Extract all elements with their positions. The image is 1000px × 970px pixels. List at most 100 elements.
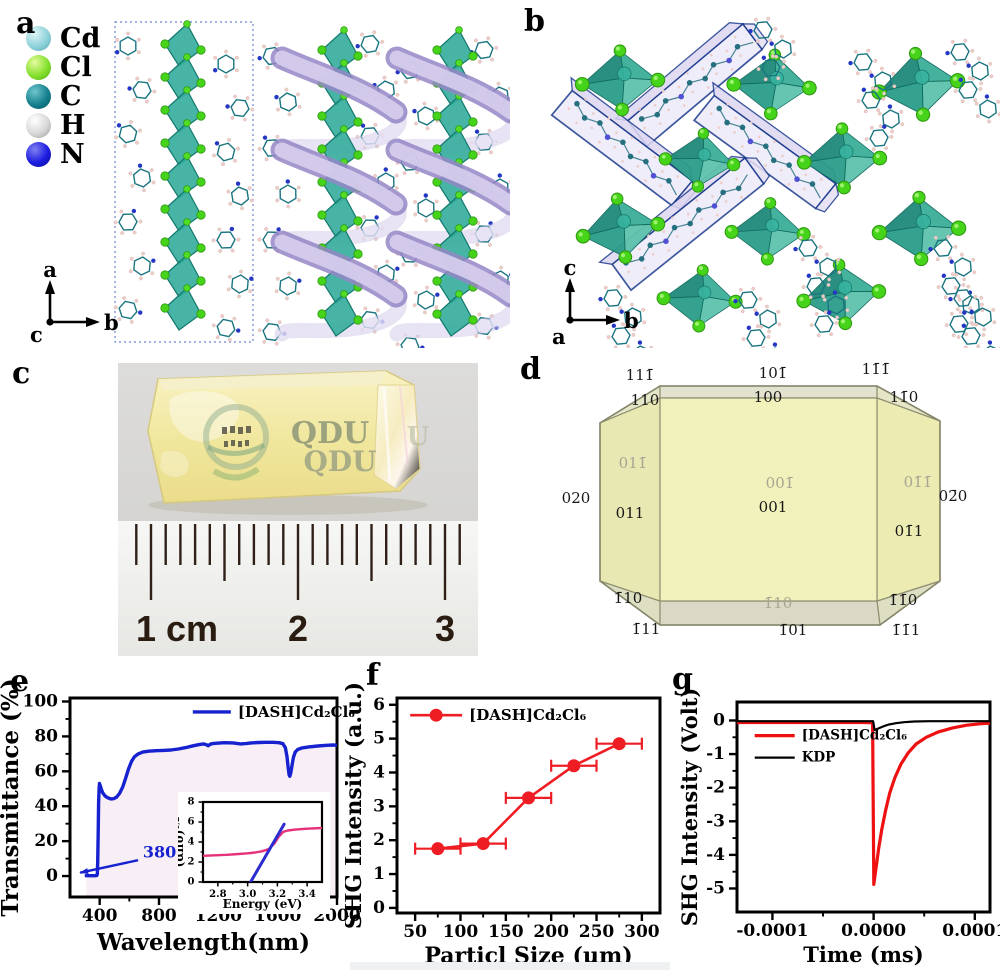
- crystal-photo: QDU QDU U 1 cm 2 3: [118, 363, 478, 656]
- svg-text:100: 100: [443, 922, 479, 942]
- watermark-qdu-2: QDU: [303, 445, 376, 478]
- panel-c-photo: QDU QDU U 1 cm 2 3: [0, 348, 510, 663]
- svg-text:2: 2: [188, 857, 195, 868]
- svg-text:0.0000: 0.0000: [841, 921, 906, 941]
- page-edge-strip: [350, 962, 670, 970]
- ruler-label-3: 3: [435, 608, 455, 649]
- svg-text:2: 2: [373, 830, 385, 850]
- crystal-outline: [599, 385, 941, 626]
- svg-text:300: 300: [624, 922, 660, 942]
- legend-label-n: N: [60, 139, 85, 170]
- svg-text:SHG Intensity (a.u.): SHG Intensity (a.u.): [345, 682, 367, 929]
- svg-text:4: 4: [188, 837, 195, 848]
- crystal-photo-image: QDU QDU U 1 cm 2 3: [118, 363, 478, 656]
- svg-text:5: 5: [373, 729, 385, 749]
- h-atom-icon: [26, 113, 51, 138]
- svg-text:3.0: 3.0: [239, 889, 256, 900]
- svg-text:SHG Intensity (Volt): SHG Intensity (Volt): [677, 688, 702, 927]
- axis-right-label: b: [104, 310, 118, 335]
- miller-index: 001̄: [765, 474, 795, 492]
- ruler-ticks: [135, 524, 461, 600]
- miller-index: 11̄1̄: [861, 360, 891, 378]
- legend-item-c: C: [26, 81, 100, 112]
- miller-index: 101̄: [758, 364, 788, 382]
- miller-index: 1̄11: [631, 620, 661, 638]
- svg-text:-0.0001: -0.0001: [736, 921, 808, 941]
- axis-triad-b: c b a: [552, 258, 638, 348]
- svg-text:0: 0: [46, 866, 58, 886]
- panel-label-g: g: [672, 662, 693, 697]
- svg-text:-4: -4: [706, 845, 725, 865]
- crystal-top-facet: [158, 371, 386, 390]
- svg-text:4: 4: [373, 762, 385, 782]
- svg-text:1: 1: [373, 864, 385, 884]
- svg-text:Time (ms): Time (ms): [803, 942, 923, 967]
- axis-up-label: a: [43, 262, 57, 282]
- panel-label-d: d: [520, 352, 541, 387]
- panel-label-c: c: [12, 356, 31, 391]
- svg-text:3.4: 3.4: [298, 889, 315, 900]
- legend-label-cl: Cl: [60, 52, 92, 83]
- legend-label-cd: Cd: [60, 23, 101, 54]
- miller-index: 01̄1̄: [903, 473, 933, 491]
- axis-origin-label: a: [552, 324, 566, 348]
- svg-text:8: 8: [188, 797, 195, 808]
- legend-label-c: C: [60, 81, 82, 112]
- svg-text:[DASH]Cd₂Cl₆: [DASH]Cd₂Cl₆: [469, 706, 586, 724]
- miller-index: 1̄1̄0: [888, 591, 918, 609]
- axis-up-label: c: [564, 258, 577, 280]
- miller-index: 011: [615, 504, 645, 522]
- svg-text:-5: -5: [706, 878, 725, 898]
- miller-index: 11̄0: [889, 388, 919, 406]
- miller-index: 1̄10: [613, 589, 643, 607]
- svg-text:0: 0: [188, 877, 195, 888]
- panel-label-a: a: [16, 6, 36, 41]
- logo-characters: [222, 426, 251, 447]
- miller-index: 1̄01: [778, 621, 808, 639]
- right-arrow-icon: [606, 315, 620, 325]
- right-arrow-icon: [86, 317, 100, 327]
- up-arrow-icon: [45, 280, 55, 294]
- svg-text:200: 200: [533, 922, 569, 942]
- svg-text:-2: -2: [706, 778, 725, 798]
- crystal-structure-packing-view: [550, 16, 1000, 348]
- miller-index: 110: [630, 391, 660, 409]
- svg-text:60: 60: [34, 761, 58, 781]
- svg-text:80: 80: [34, 726, 58, 746]
- tauc-plot-inset: 2.8 3.0 3.2 3.4 0 2 4 6 8 Energy (eV) (αhυ)1/2: [172, 792, 330, 914]
- svg-text:3.2: 3.2: [269, 889, 286, 900]
- crystal-morphology-drawing: [599, 384, 941, 627]
- watermark-qdu-1: QDU: [291, 416, 369, 451]
- svg-text:0.0001: 0.0001: [942, 921, 1000, 941]
- svg-text:800: 800: [141, 906, 177, 926]
- miller-index: 020: [561, 489, 591, 507]
- panel-label-f: f: [366, 658, 379, 693]
- svg-text:0: 0: [713, 710, 725, 730]
- miller-index: 100: [753, 388, 783, 406]
- svg-text:6: 6: [188, 817, 195, 828]
- svg-text:50: 50: [403, 922, 427, 942]
- svg-text:-1: -1: [706, 744, 725, 764]
- panel-label-b: b: [524, 4, 545, 39]
- svg-text:3: 3: [373, 796, 385, 816]
- shg-particle-size-chart: 50 100 150 200 250 300 0 1 2 3 4 5 6 Particl Size (μm…: [341, 660, 665, 970]
- miller-index: 1̄1̄1: [891, 621, 921, 639]
- svg-text:-3: -3: [706, 811, 725, 831]
- ruler-label-1cm: 1 cm: [136, 608, 218, 649]
- miller-index: 1̄10: [763, 594, 793, 612]
- origin-dot: [566, 316, 574, 324]
- axis-right-label: b: [624, 308, 638, 333]
- wrap-highlight: [169, 391, 240, 442]
- shg-oscilloscope-chart: -0.0001 0.0000 0.0001 0 -1 -2 -3 -4 -5 Time (ms) S…: [660, 660, 1000, 970]
- svg-text:Wavelength(nm): Wavelength(nm): [96, 929, 310, 956]
- legend-label-h: H: [60, 110, 86, 141]
- svg-text:[DASH]Cd₂Cl₆: [DASH]Cd₂Cl₆: [238, 703, 355, 721]
- svg-text:2.8: 2.8: [209, 889, 226, 900]
- origin-dot: [46, 318, 54, 326]
- panel-label-e: e: [10, 664, 30, 699]
- svg-text:40: 40: [34, 796, 58, 816]
- svg-text:6: 6: [373, 695, 385, 715]
- n-atom-icon: [26, 142, 51, 167]
- svg-text:[DASH]Cd₂Cl₆: [DASH]Cd₂Cl₆: [802, 728, 907, 744]
